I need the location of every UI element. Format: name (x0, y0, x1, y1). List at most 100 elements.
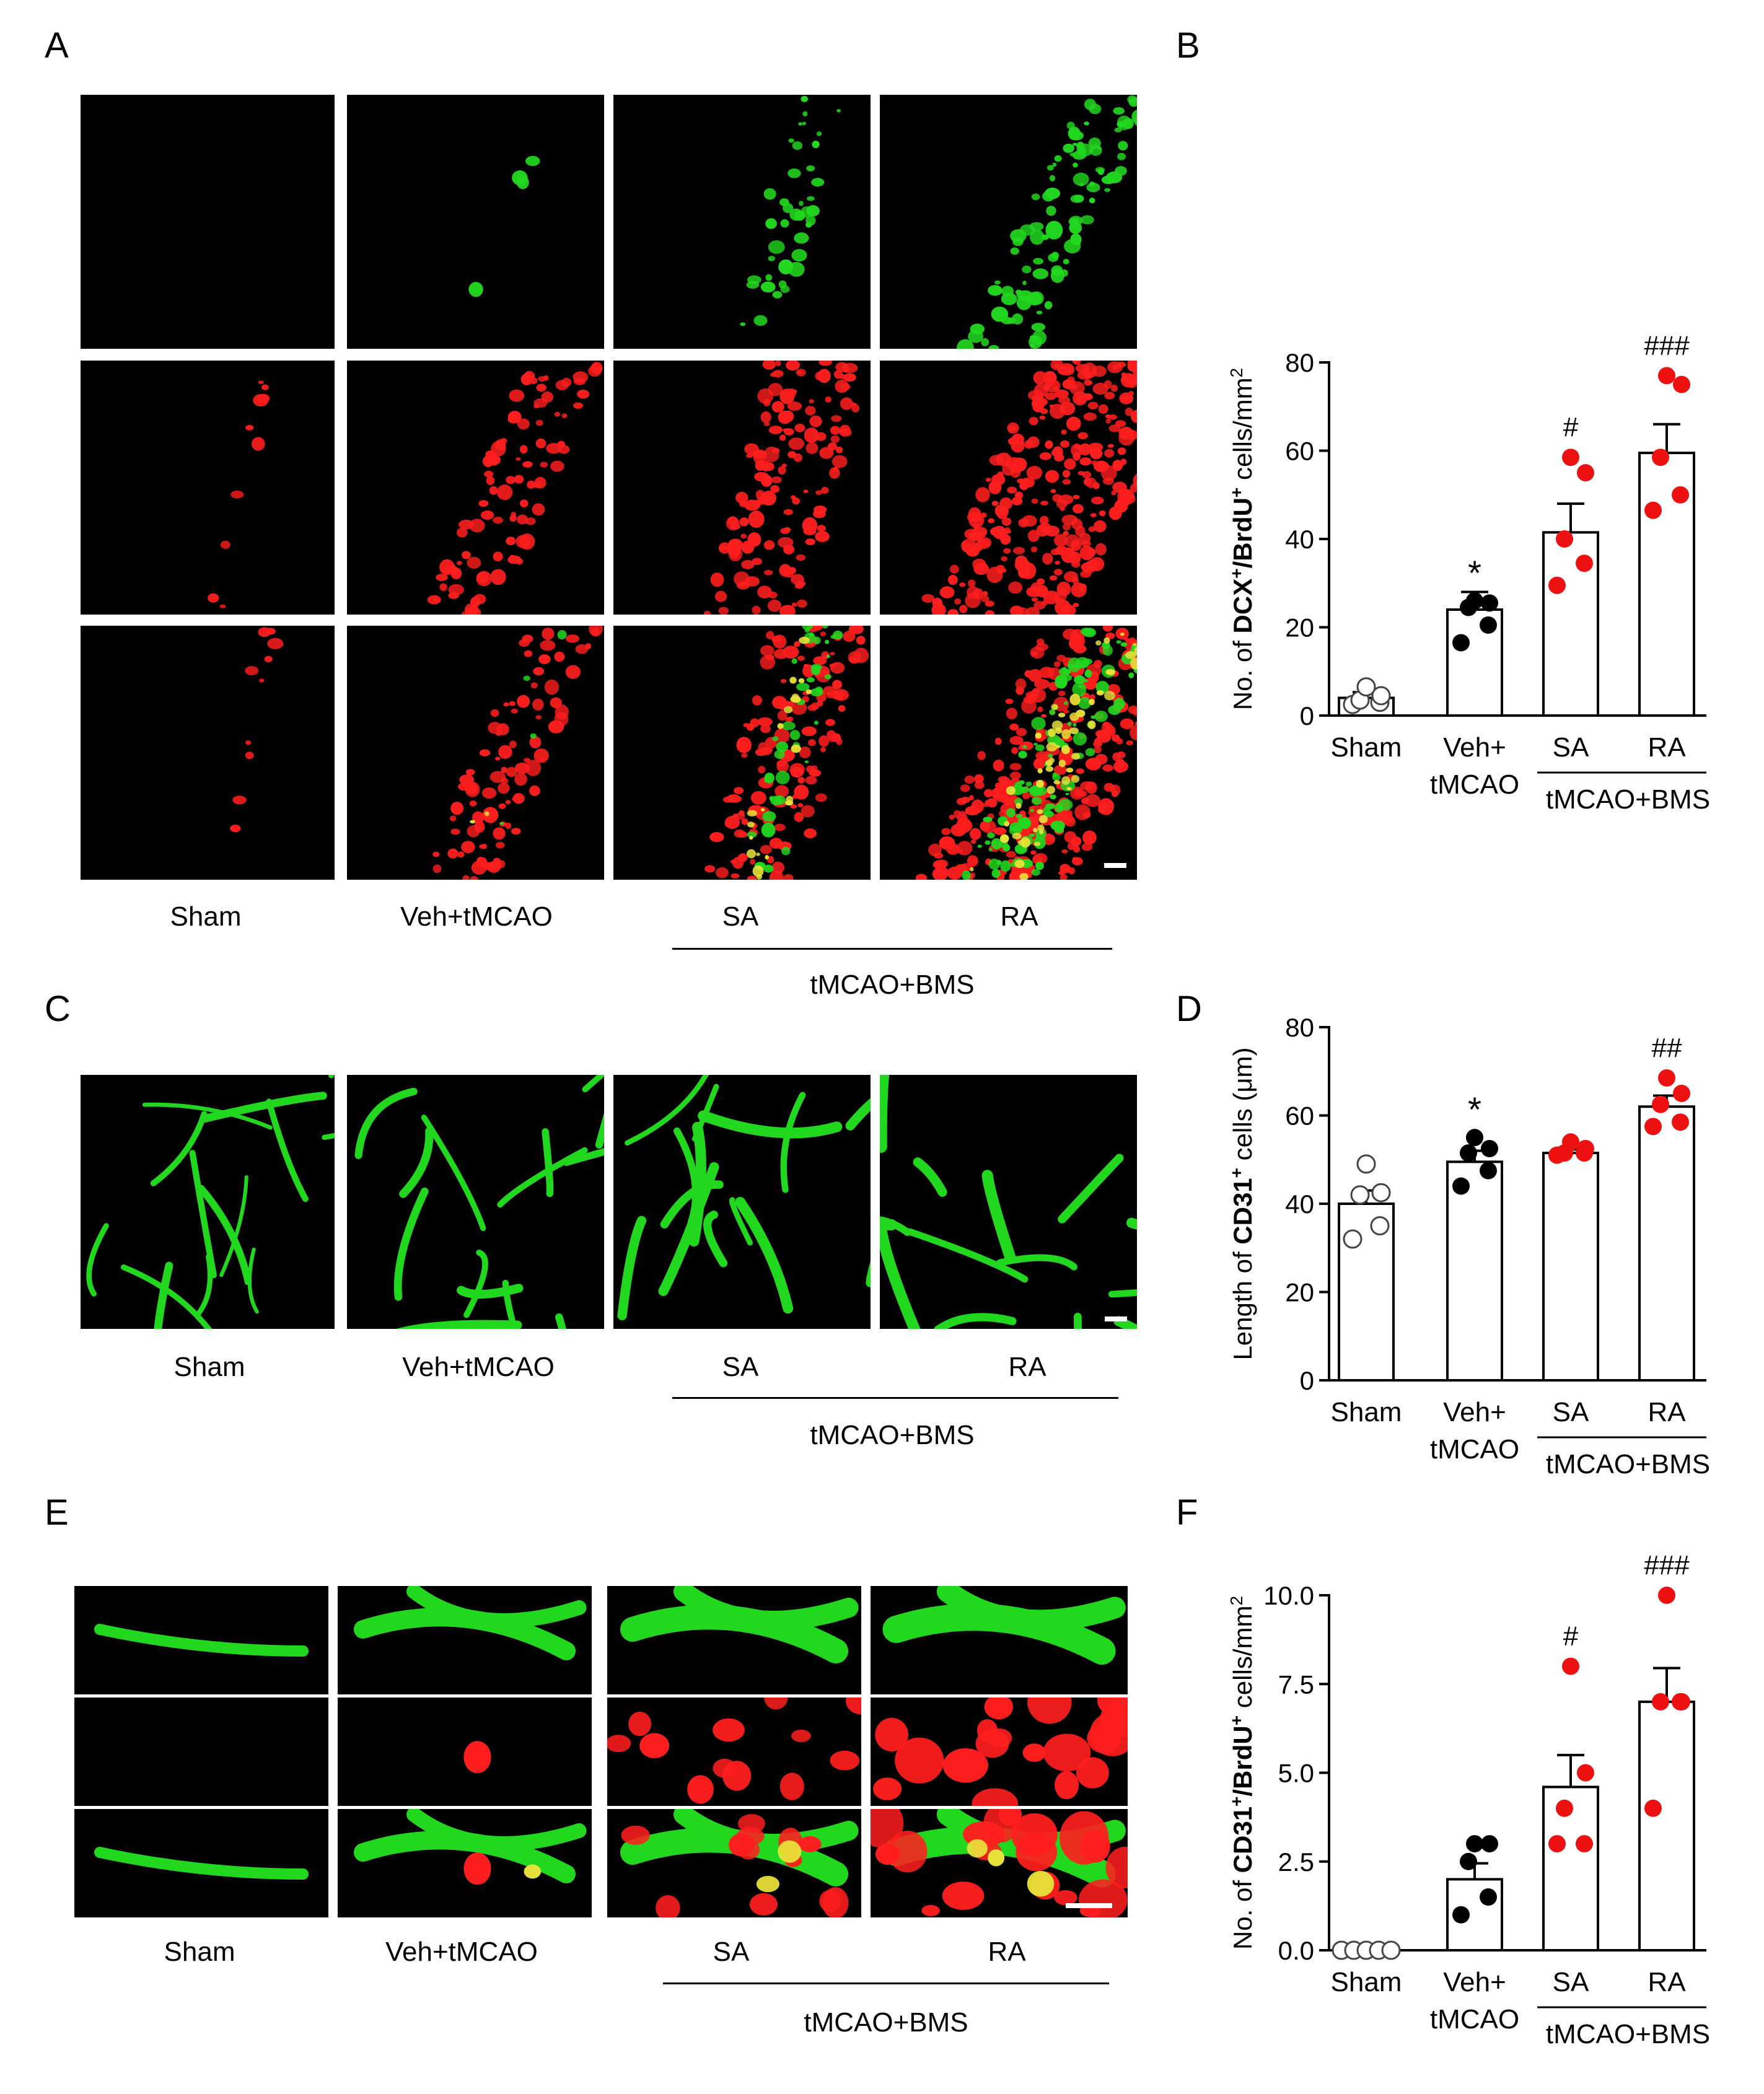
micrograph-a-merged-sham (81, 626, 335, 880)
panel-letter-e: E (45, 1492, 69, 1533)
chart-f-data-point (1577, 1764, 1594, 1782)
panel-e-row-label-merged: Merged (79, 1874, 177, 1904)
chart-d-data-point (1371, 1183, 1391, 1203)
panel-c-group-label-veh: Veh+tMCAO (402, 1352, 555, 1382)
chart-b-data-point (1652, 449, 1669, 467)
chart-d-data-point (1480, 1162, 1497, 1180)
chart-f: 0.0 2.5 5.0 7.5 10.0No. of CD31+/BrdU+ cells… (1227, 1550, 1711, 2049)
chart-b-data-point (1481, 594, 1498, 612)
panel-e-row-label-brdu: BrdU (79, 1756, 146, 1787)
chart-b-bracket-label: tMCAO+BMS (1546, 784, 1710, 815)
chart-b-x-tick-label: RA (1648, 732, 1686, 763)
micrograph-a-dcx-sa (613, 95, 871, 349)
chart-f-data-point (1548, 1835, 1566, 1853)
chart-b-data-point (1452, 634, 1470, 652)
panel-a-row-label-brdu: BrdU (93, 378, 160, 408)
chart-f-data-point (1452, 1906, 1470, 1924)
chart-d: 0 20 40 60 80 Length of CD31+ cells (μm) Sham *… (1227, 1013, 1711, 1479)
micrograph-a-brdu-sham (81, 361, 335, 615)
panel-letter-c: C (45, 989, 71, 1029)
chart-d-data-point (1466, 1129, 1483, 1147)
panel-c-group-label-sham: Sham (173, 1352, 245, 1382)
chart-d-data-point (1350, 1185, 1370, 1205)
panel-letter-a: A (45, 25, 69, 66)
panel-a-row-label-merged: Merged (93, 644, 190, 675)
chart-f-x-tick-label: Sham (1331, 1967, 1402, 1997)
micrograph-e-cd31-sham (74, 1586, 328, 1694)
panel-e-group-label-ra: RA (988, 1937, 1026, 1967)
micrograph-a-brdu-sa (613, 361, 871, 615)
panel-c-bracket-line (672, 1397, 1118, 1399)
micrograph-e-cd31-ra (871, 1586, 1128, 1694)
chart-d-y-tick-label: 40 (1285, 1189, 1314, 1219)
chart-d-significance-mark: ## (1652, 1033, 1682, 1063)
panel-c-scale-bar (1105, 1316, 1127, 1321)
chart-b-y-tick-label: 80 (1285, 348, 1314, 377)
chart-b-data-point (1466, 592, 1483, 610)
panel-a-row-label-dcx: DCX (93, 112, 151, 142)
chart-b-x-tick-label: Sham (1331, 732, 1402, 763)
chart-f-significance-mark: ### (1644, 1550, 1690, 1580)
panel-e-group-label-sham: Sham (164, 1937, 235, 1967)
chart-d-bracket-label: tMCAO+BMS (1546, 1449, 1710, 1479)
panel-a-group-label-ra: RA (1000, 901, 1038, 932)
micrograph-e-merged-sham (74, 1809, 328, 1917)
chart-d-x-tick-label: RA (1648, 1397, 1686, 1427)
micrograph-a-merged-sa (613, 626, 871, 880)
chart-d-y-tick-label: 80 (1285, 1013, 1314, 1042)
chart-d-data-point (1658, 1069, 1675, 1087)
chart-b-significance-mark: * (1468, 553, 1481, 592)
chart-d-x-tick-label: Veh+ tMCAO (1430, 1397, 1519, 1465)
micrograph-a-brdu-veh (347, 361, 604, 615)
panel-a-group-label-sa: SA (722, 901, 759, 932)
chart-d-data-point (1343, 1229, 1362, 1249)
chart-d-data-point (1673, 1084, 1690, 1102)
chart-d-bar (1542, 1152, 1599, 1382)
chart-f-data-point (1556, 1799, 1573, 1817)
chart-b-data-point (1577, 464, 1594, 482)
micrograph-e-brdu-sham (74, 1698, 328, 1806)
panel-letter-d: D (1176, 989, 1202, 1029)
chart-b-bar (1446, 608, 1503, 717)
chart-b-data-point (1556, 530, 1573, 548)
chart-f-data-point (1673, 1693, 1690, 1711)
chart-d-y-tick-label: 20 (1285, 1278, 1314, 1307)
chart-b-y-axis-label: No. of DCX+/BrdU+ cells/mm2 (1227, 368, 1258, 710)
chart-b-data-point (1576, 554, 1593, 572)
chart-f-x-tick-label: Veh+ tMCAO (1430, 1967, 1519, 2035)
panel-e-group-label-sa: SA (713, 1937, 750, 1967)
chart-f-y-axis-label: No. of CD31+/BrdU+ cells/mm2 (1227, 1596, 1258, 1950)
chart-b-data-point (1673, 375, 1690, 393)
chart-d-data-point (1644, 1118, 1662, 1136)
chart-f-y-tick-label: 7.5 (1278, 1670, 1314, 1699)
micrograph-c-cd31-ra (880, 1075, 1137, 1329)
chart-d-y-tick-label: 0 (1300, 1366, 1314, 1395)
micrograph-a-merged-ra (880, 626, 1137, 880)
panel-c-group-label-ra: RA (1008, 1352, 1047, 1382)
chart-f-data-point (1460, 1852, 1477, 1870)
chart-d-significance-mark: * (1468, 1090, 1481, 1129)
chart-f-y-tick-label: 0.0 (1278, 1936, 1314, 1965)
chart-f-data-point (1466, 1835, 1483, 1853)
chart-b-data-point (1371, 686, 1391, 706)
chart-f-y-tick-label: 5.0 (1278, 1759, 1314, 1788)
chart-b-data-point (1644, 501, 1662, 519)
micrograph-c-cd31-sa (613, 1075, 871, 1329)
chart-f-bracket-label: tMCAO+BMS (1546, 2019, 1710, 2049)
chart-b-significance-mark: # (1563, 412, 1579, 442)
chart-f-x-tick-label: RA (1648, 1967, 1686, 1997)
chart-d-y-axis-label: Length of CD31+ cells (μm) (1227, 1047, 1258, 1360)
micrograph-e-cd31-sa (607, 1586, 861, 1694)
micrograph-e-brdu-sa (607, 1698, 861, 1806)
chart-f-data-point (1481, 1835, 1498, 1853)
chart-f-y-tick-label: 2.5 (1278, 1847, 1314, 1877)
micrograph-a-merged-veh (347, 626, 604, 880)
micrograph-a-dcx-ra (880, 95, 1137, 349)
panel-letter-f: F (1176, 1492, 1198, 1533)
chart-b-data-point (1548, 576, 1566, 594)
micrograph-e-brdu-veh (338, 1698, 592, 1806)
chart-f-y-tick-label: 10.0 (1263, 1581, 1314, 1610)
panel-a-bracket-label: tMCAO+BMS (810, 970, 975, 1000)
chart-b-data-point (1356, 677, 1376, 697)
panel-c-bracket-label: tMCAO+BMS (810, 1420, 975, 1450)
